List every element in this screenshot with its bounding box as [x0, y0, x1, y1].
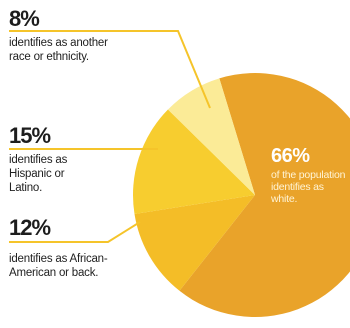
pie-slice-white — [179, 73, 350, 317]
label-12-description: identifies as African-American or back. — [9, 253, 108, 279]
leader-12-line — [9, 221, 141, 243]
pie-slice-hispanic-or-latino — [132, 109, 255, 215]
label-66-percent: 66% — [271, 145, 310, 167]
label-8-percent: 8% — [9, 6, 40, 31]
leader-8-line — [9, 30, 211, 109]
label-12-percent: 12% — [9, 215, 51, 240]
label-66-block: 66% of the population identifies as whit… — [271, 146, 349, 205]
pie-slice-another-race-or-ethnicity — [167, 78, 255, 195]
label-66-description: of the population identifies as white. — [271, 169, 346, 205]
label-8-description: identifies as another race or ethnicity. — [9, 37, 108, 63]
pie-slice-african-american-or-back — [134, 195, 255, 291]
label-15-percent: 15% — [9, 123, 51, 148]
label-15-description: identifies as Hispanic or Latino. — [9, 154, 68, 194]
